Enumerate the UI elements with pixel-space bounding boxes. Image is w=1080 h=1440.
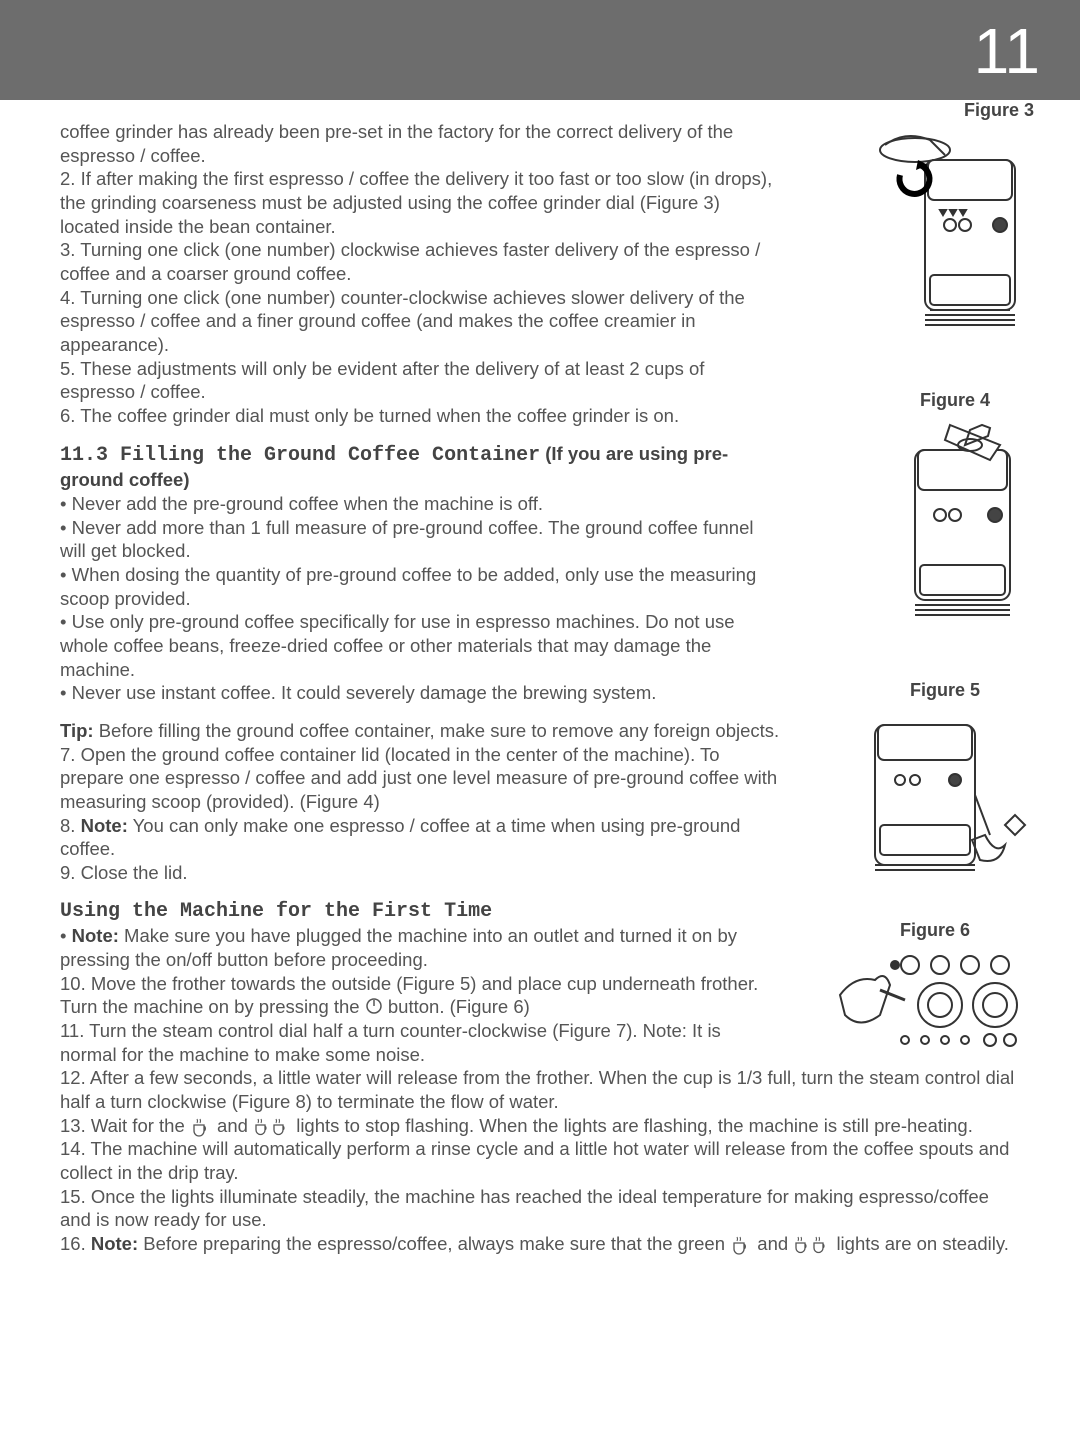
s3-p11: 11. Turn the steam control dial half a t… [60, 1019, 780, 1066]
figure-5-image [850, 705, 1040, 895]
s2-b1: • Never add the pre-ground coffee when t… [60, 492, 780, 516]
s2-p8: 8. Note: You can only make one espresso … [60, 814, 780, 861]
s2-p7: 7. Open the ground coffee container lid … [60, 743, 780, 814]
header-bar: 11 [0, 0, 1080, 100]
s2-b4: • Use only pre-ground coffee specificall… [60, 610, 780, 681]
intro-p5: 5. These adjustments will only be eviden… [60, 357, 780, 404]
s3-p16: 16. Note: Before preparing the espresso/… [60, 1232, 1020, 1256]
figure-5-label: Figure 5 [850, 680, 1040, 701]
s3-b1: • Note: Make sure you have plugged the m… [60, 924, 780, 971]
intro-p6: 6. The coffee grinder dial must only be … [60, 404, 780, 428]
figure-3-image [870, 125, 1040, 345]
one-cup-icon [190, 1117, 212, 1137]
section-2: 11.3 Filling the Ground Coffee Container… [60, 442, 780, 885]
s2-b5: • Never use instant coffee. It could sev… [60, 681, 780, 705]
intro-p3: 3. Turning one click (one number) clockw… [60, 238, 780, 285]
intro-p1: coffee grinder has already been pre-set … [60, 120, 780, 167]
two-cup-icon [253, 1117, 291, 1137]
figure-4-image [870, 415, 1040, 635]
page-content: Figure 3 Figure 4 [0, 100, 1080, 1276]
s3-p15: 15. Once the lights illuminate steadily,… [60, 1185, 1020, 1232]
s3-p14: 14. The machine will automatically perfo… [60, 1137, 1020, 1184]
section-2-heading-main: 11.3 Filling the Ground Coffee Container [60, 444, 540, 467]
s2-tip: Tip: Before filling the ground coffee co… [60, 719, 780, 743]
figure-4: Figure 4 [870, 390, 1040, 635]
section-2-heading: 11.3 Filling the Ground Coffee Container… [60, 442, 780, 492]
intro-p2: 2. If after making the first espresso / … [60, 167, 780, 238]
figure-3: Figure 3 [870, 100, 1040, 345]
two-cup-icon-2 [793, 1235, 831, 1255]
section-3-heading: Using the Machine for the First Time [60, 899, 780, 925]
figure-4-label: Figure 4 [870, 390, 1040, 411]
one-cup-icon-2 [730, 1235, 752, 1255]
page-number: 11 [974, 14, 1040, 88]
intro-p4: 4. Turning one click (one number) counte… [60, 286, 780, 357]
figure-6: Figure 6 [830, 920, 1040, 1065]
s3-p12: 12. After a few seconds, a little water … [60, 1066, 1020, 1113]
s2-b3: • When dosing the quantity of pre-ground… [60, 563, 780, 610]
s2-p9: 9. Close the lid. [60, 861, 780, 885]
tip-text: Before filling the ground coffee contain… [94, 720, 780, 741]
intro-block: coffee grinder has already been pre-set … [60, 120, 780, 428]
figure-3-label: Figure 3 [870, 100, 1040, 121]
s2-b2: • Never add more than 1 full measure of … [60, 516, 780, 563]
tip-label: Tip: [60, 720, 94, 741]
figure-6-image [830, 945, 1040, 1065]
figure-5: Figure 5 [850, 680, 1040, 895]
power-button-icon [365, 997, 383, 1015]
figure-6-label: Figure 6 [830, 920, 1040, 941]
s3-p13: 13. Wait for the and lights to stop flas… [60, 1114, 1020, 1138]
s3-p10: 10. Move the frother towards the outside… [60, 972, 780, 1019]
